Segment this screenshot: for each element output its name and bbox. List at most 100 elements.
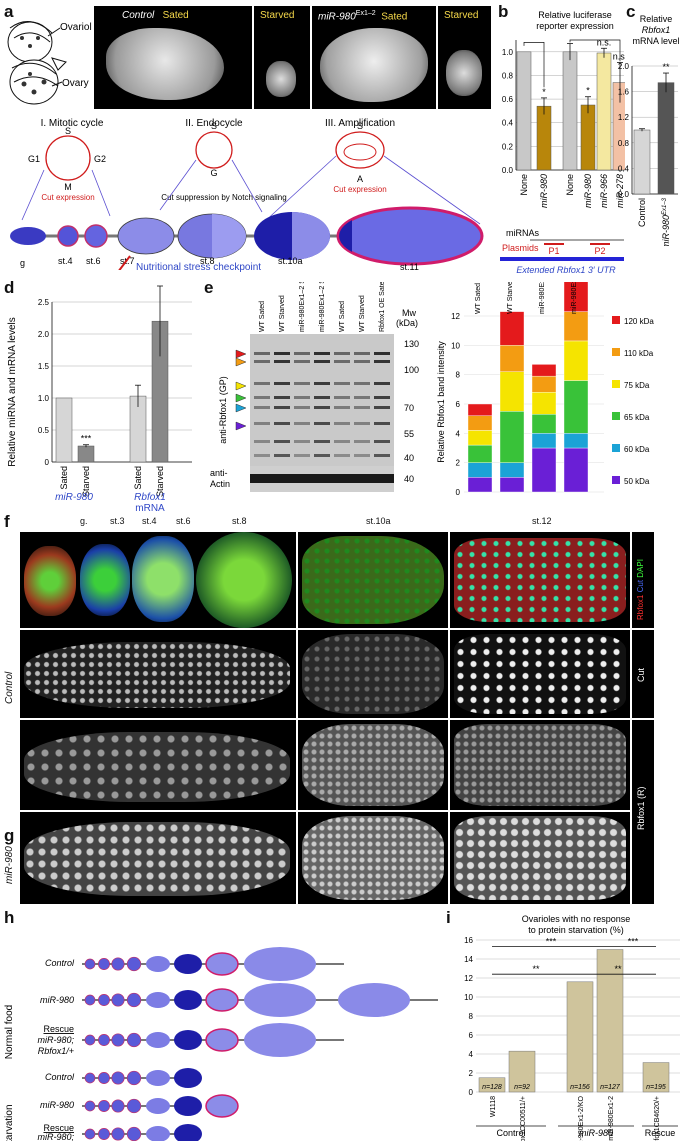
egg-chamber-small [98, 994, 110, 1006]
chart-i-bar [596, 949, 624, 1093]
chart-b-bracket [569, 39, 621, 62]
mw-marker-actin: 40 [404, 474, 414, 484]
svg-text:Actin: Actin [210, 479, 230, 489]
chart-b-ytick: 0.6 [502, 95, 514, 104]
blot-band [254, 352, 270, 355]
chart-d-ytick: 1.5 [38, 362, 50, 371]
band-arrow [235, 421, 247, 431]
ovariole-label: Ovariole [60, 22, 92, 33]
blot-band [334, 360, 350, 363]
micrograph-control-sated: Control Sated [94, 6, 252, 109]
blot-band [334, 406, 350, 409]
mirnas-row-label: miRNAs [506, 228, 539, 238]
svg-text:M: M [64, 182, 72, 192]
egg-chamber-small [111, 993, 125, 1007]
utr-label: Extended Rbfox1 3′ UTR [516, 265, 616, 275]
chart-d-bar [77, 445, 95, 463]
chart-e-ytick: 2 [456, 459, 461, 468]
blot-band [334, 352, 350, 355]
svg-text:miR-980;: miR-980; [37, 1132, 74, 1141]
mature-egg [244, 947, 316, 981]
egg-chamber-st8 [174, 1068, 202, 1088]
egg-chamber-small [84, 1100, 96, 1112]
blot-band [334, 422, 350, 425]
micrograph-rbfox1-early [20, 720, 296, 810]
mitotic-cycle-title: I. Mitotic cycle [41, 118, 104, 129]
blot-lane-label: WT Sated [259, 301, 266, 332]
blot-band [354, 454, 370, 457]
chart-e-segment [467, 477, 493, 493]
chart-e-segment [467, 444, 493, 463]
blot-membrane [250, 334, 394, 472]
cell-cycle-diagram: I. Mitotic cycle II. Endocycle III. Ampl… [10, 118, 484, 270]
chart-i-xlabel: miR-980Ex1-2; Rbfox1CB4620/+ [654, 1096, 661, 1141]
egg-chamber-st7 [146, 956, 170, 972]
chart-d-ytick: 2.5 [38, 298, 50, 307]
chart-e-segment [531, 414, 557, 434]
chart-i-bar [566, 981, 594, 1093]
blot-lane-label: WT Starved [359, 295, 366, 332]
blot-band [294, 406, 310, 409]
blot-band [274, 352, 290, 355]
blot-band [314, 440, 330, 443]
blot-band [314, 454, 330, 457]
band-arrow [235, 381, 247, 391]
blot-band [334, 382, 350, 385]
chart-b-bar [536, 105, 552, 171]
svg-text:g: g [20, 258, 25, 268]
svg-text:A: A [357, 174, 363, 184]
chart-e-segment [563, 340, 589, 381]
blot-band [374, 382, 390, 385]
mw-marker: 40 [404, 453, 414, 463]
blot-lane-label: miR-980Ex1–2 Starved [319, 282, 326, 332]
blot-band [314, 422, 330, 425]
blot-band [334, 396, 350, 399]
chart-b-xlabel: miR-278 [615, 174, 625, 208]
blot-lane-label: WT Starved [279, 295, 286, 332]
chart-e-segment [499, 345, 525, 372]
nutritional-checkpoint-label: Nutritional stress checkpoint [136, 262, 262, 273]
blot-band [254, 406, 270, 409]
chart-e-segment [467, 403, 493, 416]
chart-i-xlabel: miR-980Ex1-2/KO [578, 1095, 585, 1141]
chart-c: Relative Rbfox1 mRNA level 0.0 0.4 0.8 1.2 1… [618, 14, 680, 246]
chart-i-group-label: Rescue [645, 1128, 676, 1138]
egg-chamber-st7 [146, 992, 170, 1008]
chart-i-xlabel: Rbfox1CC00511/+ [520, 1096, 527, 1141]
chart-b-significance: * [542, 87, 546, 97]
group-rbfox1-sublabel: mRNA [135, 503, 165, 514]
chart-c-significance: ** [662, 62, 670, 72]
chart-c-ytick: 0.0 [618, 190, 630, 199]
svg-text:G1: G1 [28, 154, 40, 164]
svg-text:Mw: Mw [402, 308, 416, 318]
band-arrow [235, 403, 247, 413]
svg-text:to protein starvation (%): to protein starvation (%) [528, 925, 624, 935]
chart-i-ytick: 0 [469, 1088, 474, 1097]
chart-e-ylabel: Relative Rbfox1 band intensity [436, 341, 446, 463]
blot-band [314, 382, 330, 385]
chart-i-bar [478, 1077, 506, 1093]
rbfox1-channel-strip: Rbfox1 (R) [632, 720, 654, 904]
chart-c-ytick: 1.6 [618, 88, 630, 97]
blot-band [374, 352, 390, 355]
chart-i-n-label: n=127 [600, 1084, 621, 1091]
chart-d-significance: ** [156, 282, 164, 285]
blot-band [354, 422, 370, 425]
egg-chamber-small [126, 1070, 142, 1086]
cut-expression-note-3: Cut expression [333, 185, 386, 194]
svg-text:S: S [357, 121, 363, 131]
mw-marker: 100 [404, 365, 419, 375]
chart-b-xlabel: miR-980 [539, 174, 549, 208]
blot-band [274, 396, 290, 399]
chart-i-bar [508, 1050, 536, 1093]
chart-d-ytick: 1.0 [38, 394, 50, 403]
egg-chamber-small [126, 1126, 142, 1141]
egg-chamber-small [111, 1127, 125, 1141]
egg-chamber-st10 [205, 952, 239, 976]
chart-e-stack-label: miR-980Ex1–2 Sated [539, 282, 546, 314]
chart-d-xlabel: Starved [155, 466, 165, 497]
svg-text:miR-980;: miR-980; [37, 1035, 74, 1045]
chart-b-bar [596, 52, 612, 171]
svg-text:Rescue: Rescue [43, 1123, 74, 1133]
ovary-schematic: Ovariole Ovary [7, 21, 92, 105]
